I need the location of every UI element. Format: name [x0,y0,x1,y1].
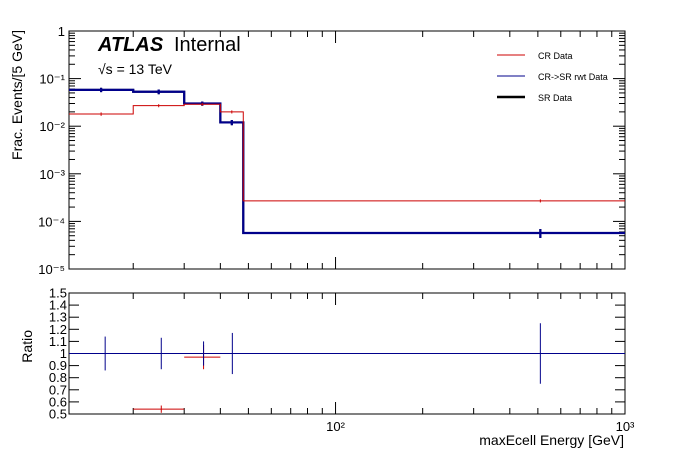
x-axis-label: maxEcell Energy [GeV] [479,432,624,448]
y-tick-label: 10⁻³ [39,167,65,182]
internal-label: Internal [174,34,241,56]
ratio-y-tick-label: 1.3 [49,310,67,325]
x-tick-label: 10² [326,419,345,434]
main-plot-axes: 10⁻⁵ 10⁻⁴ 10⁻³ 10⁻² 10⁻¹ 1 [38,24,626,277]
main-plot-frame [68,30,626,270]
ratio-y-tick-label: 1.2 [49,322,67,337]
y-tick-label: 10⁻⁵ [38,262,65,277]
ratio-y-tick-label: 0.8 [49,370,67,385]
legend-entry: SR Data [538,93,572,103]
ratio-y-tick-label: 0.5 [49,407,67,422]
x-tick-label: 10³ [616,419,635,434]
ratio-plot-series [69,323,625,413]
legend-entry: CR->SR rwt Data [538,72,608,82]
ratio-y-tick-label: 1.1 [49,334,67,349]
energy-label: √s = 13 TeV [98,61,173,77]
y-tick-label: 1 [58,24,65,39]
ratio-y-tick-label: 1.5 [49,286,67,301]
ratio-y-tick-label: 0.7 [49,382,67,397]
main-plot-series [69,87,625,238]
ratio-plot-axes: 10² 10³ 0.50.60.70.80.911.11.21.31.41.5 [49,286,635,435]
ratio-y-tick-label: 1 [60,346,67,361]
atlas-label: ATLAS [97,34,164,56]
legend: CR Data CR->SR rwt Data SR Data [497,51,608,103]
y-tick-label: 10⁻² [39,119,65,134]
legend-entry: CR Data [538,51,573,61]
ratio-y-tick-label: 0.9 [49,358,67,373]
ratio-y-axis-label: Ratio [19,330,35,363]
y-tick-label: 10⁻⁴ [38,214,65,229]
ratio-y-tick-label: 1.4 [49,298,67,313]
y-tick-label: 10⁻¹ [39,72,65,87]
ratio-y-tick-label: 0.6 [49,394,67,409]
main-frame-rect [68,30,626,270]
main-y-axis-label: Frac. Events/[5 GeV] [9,30,25,160]
